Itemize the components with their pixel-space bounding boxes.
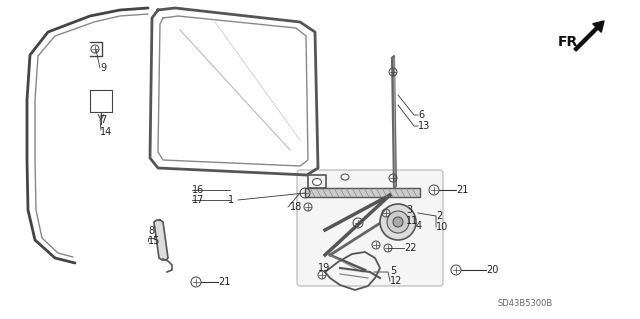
Text: 1: 1 bbox=[228, 195, 234, 205]
Ellipse shape bbox=[341, 174, 349, 180]
Text: SD43B5300B: SD43B5300B bbox=[497, 299, 552, 308]
Text: 12: 12 bbox=[390, 276, 403, 286]
Text: 21: 21 bbox=[218, 277, 230, 287]
Text: 7: 7 bbox=[100, 115, 106, 125]
Text: 21: 21 bbox=[456, 185, 468, 195]
Text: 15: 15 bbox=[148, 236, 161, 246]
Text: 11: 11 bbox=[406, 216, 419, 226]
Text: 17: 17 bbox=[192, 195, 204, 205]
Circle shape bbox=[380, 204, 416, 240]
Circle shape bbox=[393, 217, 403, 227]
Text: 9: 9 bbox=[100, 63, 106, 73]
Text: 4: 4 bbox=[416, 221, 422, 231]
Text: 10: 10 bbox=[436, 222, 448, 232]
Text: 13: 13 bbox=[418, 121, 430, 131]
Text: 2: 2 bbox=[436, 211, 442, 221]
Ellipse shape bbox=[312, 179, 321, 186]
Text: 20: 20 bbox=[486, 265, 499, 275]
Polygon shape bbox=[154, 220, 168, 260]
Text: 19: 19 bbox=[318, 263, 330, 273]
Text: 6: 6 bbox=[418, 110, 424, 120]
Text: 5: 5 bbox=[390, 266, 396, 276]
FancyBboxPatch shape bbox=[297, 170, 443, 286]
Text: FR.: FR. bbox=[558, 35, 584, 49]
Text: 22: 22 bbox=[404, 243, 417, 253]
Text: 16: 16 bbox=[192, 185, 204, 195]
Text: 14: 14 bbox=[100, 127, 112, 137]
Circle shape bbox=[387, 211, 409, 233]
Text: 3: 3 bbox=[406, 205, 412, 215]
FancyArrow shape bbox=[574, 21, 604, 51]
Polygon shape bbox=[305, 188, 420, 197]
Text: 18: 18 bbox=[290, 202, 302, 212]
Text: 8: 8 bbox=[148, 226, 154, 236]
